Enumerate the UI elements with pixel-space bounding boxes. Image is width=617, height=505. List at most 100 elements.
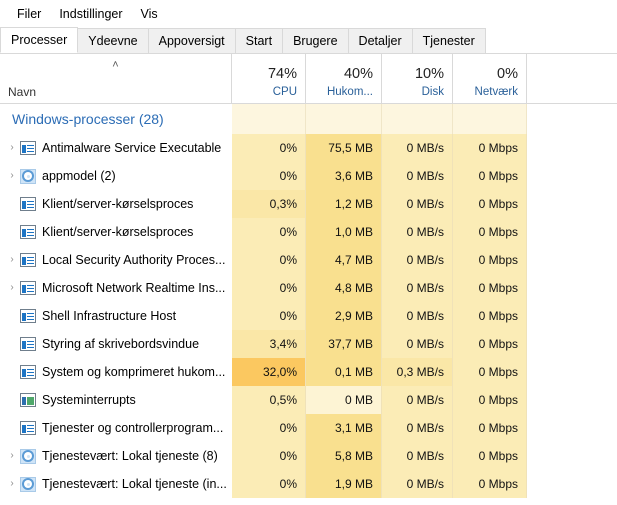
process-row-list: › Antimalware Service Executable 0% 75,5 MB… xyxy=(0,134,617,498)
disk-usage-cell: 0 MB/s xyxy=(382,134,453,162)
column-header-name[interactable]: ˄ Navn xyxy=(0,54,232,103)
tab-tjenester[interactable]: Tjenester xyxy=(411,28,486,53)
group-cell-cpu xyxy=(232,104,306,134)
table-row[interactable]: › Microsoft Network Realtime Ins... 0% 4,8 … xyxy=(0,274,617,302)
column-header-disk-percent: 10% xyxy=(414,66,444,82)
chevron-right-icon[interactable]: › xyxy=(10,142,14,153)
table-row[interactable]: › Antimalware Service Executable 0% 75,5 MB… xyxy=(0,134,617,162)
table-row[interactable]: Systeminterrupts 0,5% 0 MB 0 MB/s 0 Mbps xyxy=(0,386,617,414)
cpu-usage-cell: 0% xyxy=(232,442,306,470)
sort-ascending-icon: ˄ xyxy=(112,59,119,71)
row-filler xyxy=(527,190,617,218)
process-name-cell: › Local Security Authority Proces... xyxy=(0,246,232,274)
table-row[interactable]: Klient/server-kørselsproces 0,3% 1,2 MB 0 M… xyxy=(0,190,617,218)
process-name-label: Microsoft Network Realtime Ins... xyxy=(42,281,226,295)
menu-item-indstillinger[interactable]: Indstillinger xyxy=(59,7,123,21)
disk-usage-cell: 0 MB/s xyxy=(382,218,453,246)
tab-appoversigt[interactable]: Appoversigt xyxy=(147,28,236,53)
tab-processer[interactable]: Processer xyxy=(0,27,79,53)
disk-usage-cell: 0 MB/s xyxy=(382,470,453,498)
process-name-cell: › appmodel (2) xyxy=(0,162,232,190)
tab-ydeevne[interactable]: Ydeevne xyxy=(77,28,149,53)
table-row[interactable]: › Tjenestevært: Lokal tjeneste (8) 0% 5,8 M… xyxy=(0,442,617,470)
service-gear-icon xyxy=(20,476,36,492)
chevron-right-icon[interactable]: › xyxy=(10,170,14,181)
network-usage-cell: 0 Mbps xyxy=(453,386,527,414)
row-filler xyxy=(527,134,617,162)
column-header-disk[interactable]: 10% Disk xyxy=(382,54,453,103)
disk-usage-cell: 0 MB/s xyxy=(382,330,453,358)
table-row[interactable]: › appmodel (2) 0% 3,6 MB 0 MB/s 0 Mbps xyxy=(0,162,617,190)
process-name-label: Local Security Authority Proces... xyxy=(42,253,226,267)
process-name-cell: System og komprimeret hukom... xyxy=(0,358,232,386)
cpu-usage-cell: 32,0% xyxy=(232,358,306,386)
row-filler xyxy=(527,358,617,386)
cpu-usage-cell: 3,4% xyxy=(232,330,306,358)
menu-bar: Filer Indstillinger Vis xyxy=(0,0,617,28)
table-row[interactable]: › Local Security Authority Proces... 0% 4,7… xyxy=(0,246,617,274)
process-window-icon xyxy=(20,253,36,267)
network-usage-cell: 0 Mbps xyxy=(453,218,527,246)
cpu-usage-cell: 0% xyxy=(232,218,306,246)
group-header-label: Windows-processer (28) xyxy=(12,111,164,127)
disk-usage-cell: 0,3 MB/s xyxy=(382,358,453,386)
cpu-usage-cell: 0% xyxy=(232,134,306,162)
memory-usage-cell: 37,7 MB xyxy=(306,330,382,358)
column-header-network[interactable]: 0% Netværk xyxy=(453,54,527,103)
column-header-memory[interactable]: 40% Hukom... xyxy=(306,54,382,103)
cpu-usage-cell: 0% xyxy=(232,302,306,330)
chevron-right-icon[interactable]: › xyxy=(10,282,14,293)
network-usage-cell: 0 Mbps xyxy=(453,162,527,190)
cpu-usage-cell: 0% xyxy=(232,162,306,190)
table-row[interactable]: Klient/server-kørselsproces 0% 1,0 MB 0 MB/… xyxy=(0,218,617,246)
table-row[interactable]: System og komprimeret hukom... 32,0% 0,1 M… xyxy=(0,358,617,386)
process-name-cell: › Tjenestevært: Lokal tjeneste (in... xyxy=(0,470,232,498)
group-header-windows-processes[interactable]: Windows-processer (28) xyxy=(0,104,617,134)
table-row[interactable]: Tjenester og controllerprogram... 0% 3,1 M… xyxy=(0,414,617,442)
column-header-network-label: Netværk xyxy=(474,86,518,98)
network-usage-cell: 0 Mbps xyxy=(453,134,527,162)
disk-usage-cell: 0 MB/s xyxy=(382,246,453,274)
disk-usage-cell: 0 MB/s xyxy=(382,414,453,442)
row-filler xyxy=(527,218,617,246)
row-filler xyxy=(527,414,617,442)
tab-brugere[interactable]: Brugere xyxy=(282,28,349,53)
column-header-cpu[interactable]: 74% CPU xyxy=(232,54,306,103)
chevron-right-icon[interactable]: › xyxy=(10,450,14,461)
process-name-cell: Tjenester og controllerprogram... xyxy=(0,414,232,442)
row-filler xyxy=(527,274,617,302)
chevron-right-icon[interactable]: › xyxy=(10,478,14,489)
process-window-icon xyxy=(20,309,36,323)
disk-usage-cell: 0 MB/s xyxy=(382,442,453,470)
tab-detaljer[interactable]: Detaljer xyxy=(347,28,413,53)
table-row[interactable]: Styring af skrivebordsvindue 3,4% 37,7 MB 0… xyxy=(0,330,617,358)
tab-start[interactable]: Start xyxy=(234,28,284,53)
row-filler xyxy=(527,162,617,190)
memory-usage-cell: 4,7 MB xyxy=(306,246,382,274)
menu-item-vis[interactable]: Vis xyxy=(140,7,158,21)
column-header-cpu-percent: 74% xyxy=(267,66,297,82)
service-gear-icon xyxy=(20,448,36,464)
table-row[interactable]: › Tjenestevært: Lokal tjeneste (in... 0% 1,… xyxy=(0,470,617,498)
column-header-disk-label: Disk xyxy=(421,86,444,98)
network-usage-cell: 0 Mbps xyxy=(453,414,527,442)
table-row[interactable]: Shell Infrastructure Host 0% 2,9 MB 0 MB/s 0… xyxy=(0,302,617,330)
chevron-right-icon[interactable]: › xyxy=(10,254,14,265)
network-usage-cell: 0 Mbps xyxy=(453,274,527,302)
process-name-label: Antimalware Service Executable xyxy=(42,141,222,155)
tab-strip: Processer Ydeevne Appoversigt Start Brugere D… xyxy=(0,27,617,54)
cpu-usage-cell: 0% xyxy=(232,470,306,498)
process-name-cell: Klient/server-kørselsproces xyxy=(0,190,232,218)
service-gear-icon xyxy=(20,168,36,184)
process-name-cell: Styring af skrivebordsvindue xyxy=(0,330,232,358)
process-name-label: Styring af skrivebordsvindue xyxy=(42,337,200,351)
grid-header-row: ˄ Navn 74% CPU 40% Hukom... 10% Disk 0% … xyxy=(0,54,617,104)
disk-usage-cell: 0 MB/s xyxy=(382,274,453,302)
process-name-label: appmodel (2) xyxy=(42,169,116,183)
process-name-cell: Systeminterrupts xyxy=(0,386,232,414)
memory-usage-cell: 5,8 MB xyxy=(306,442,382,470)
process-name-cell: Klient/server-kørselsproces xyxy=(0,218,232,246)
menu-item-filer[interactable]: Filer xyxy=(17,7,42,21)
memory-usage-cell: 4,8 MB xyxy=(306,274,382,302)
process-name-cell: › Tjenestevært: Lokal tjeneste (8) xyxy=(0,442,232,470)
